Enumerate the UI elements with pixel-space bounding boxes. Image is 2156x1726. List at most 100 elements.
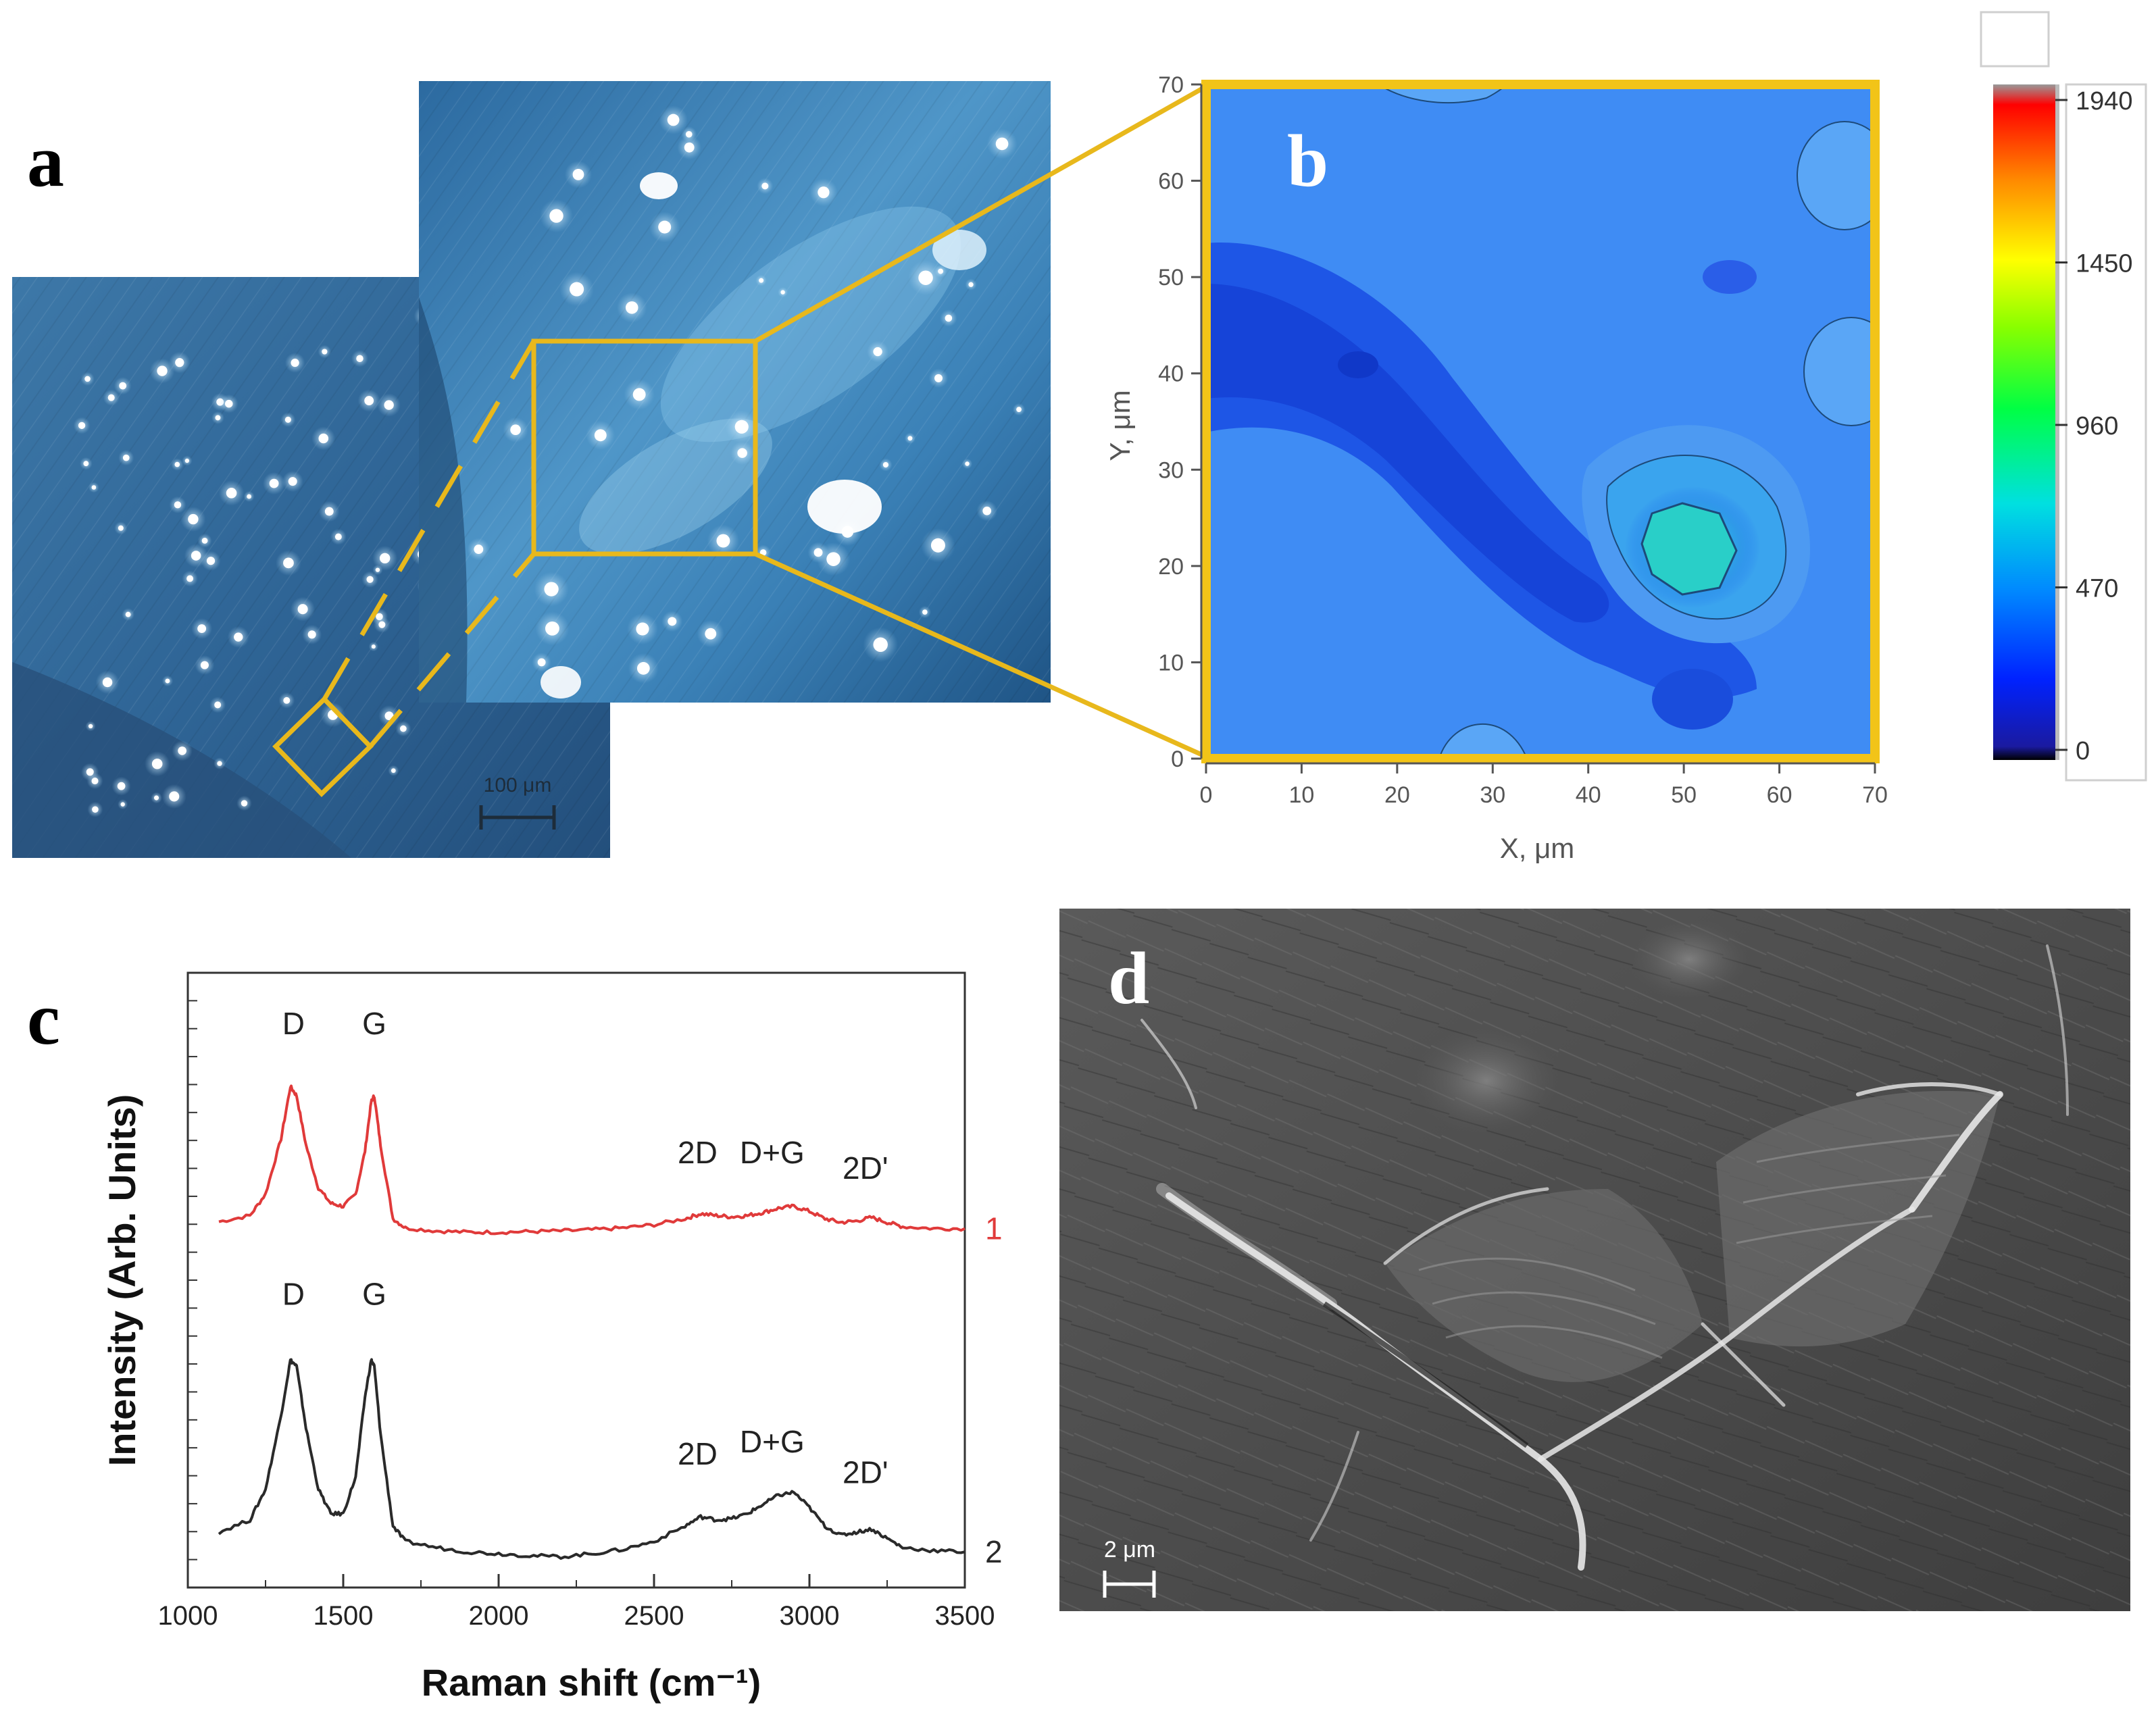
bright-spot (107, 394, 115, 401)
bright-spot (297, 604, 308, 615)
bright-spot (882, 461, 888, 468)
panel-a: 100 μm a (12, 81, 1207, 858)
bright-spot (188, 513, 199, 525)
x-tick-label: 2500 (624, 1601, 684, 1631)
bright-spot (269, 478, 279, 488)
y-tick-label: 60 (1158, 169, 1184, 195)
bright-spot (92, 806, 99, 813)
bright-spot (307, 630, 316, 639)
bright-spot (934, 374, 943, 382)
y-axis-title: Intensity (Arb. Units) (101, 1094, 143, 1467)
bright-cluster (807, 480, 882, 534)
bright-spot (324, 507, 334, 516)
x-tick-label: 30 (1480, 782, 1505, 808)
colorbar-ticks: 1940 1450 960 470 0 (2055, 87, 2133, 765)
panel-b: 0 10 20 30 40 50 60 70 0 10 20 30 40 50 60 70 X, μm Y, … (1104, 11, 2147, 864)
bright-spot (982, 506, 992, 515)
bright-spot (125, 611, 131, 617)
sem-image (1059, 909, 2130, 1611)
bright-spot (965, 461, 970, 466)
bright-spot (356, 355, 363, 362)
bright-spot (334, 533, 342, 540)
bright-spot (120, 802, 125, 807)
bright-spot (734, 420, 749, 434)
bright-spot (225, 399, 233, 408)
bright-spot (322, 349, 328, 355)
colorbar-tick-label: 0 (2076, 737, 2090, 765)
y-tick-label: 70 (1158, 72, 1184, 98)
bright-spot (705, 628, 717, 640)
bright-spot (88, 724, 93, 729)
colorbar-tick-label: 1450 (2076, 250, 2133, 278)
bright-spot (873, 347, 882, 357)
bright-spot (86, 768, 94, 776)
bright-spot (200, 661, 209, 669)
peak-label: D+G (740, 1135, 805, 1170)
bright-spot (510, 424, 521, 436)
bright-spot (375, 567, 380, 572)
bright-spot (636, 622, 649, 636)
bright-spot (632, 388, 646, 401)
colorbar-tick-label: 1940 (2076, 87, 2133, 116)
y-tick-label: 50 (1158, 265, 1184, 290)
peak-label: D+G (740, 1424, 805, 1459)
peak-label: D (282, 1006, 305, 1041)
peak-label: D (282, 1276, 305, 1311)
colorbar-legend-box (1980, 11, 2050, 68)
map-connector-top (754, 84, 1207, 344)
x-tick-label: 1500 (314, 1601, 374, 1631)
bright-spot (215, 415, 221, 421)
y-tick-label: 0 (1171, 746, 1184, 772)
panel-d-scale-bar: 2 μm (1103, 1537, 1156, 1598)
bright-spot (288, 477, 297, 486)
bright-spot (813, 548, 823, 557)
bright-spot (169, 791, 180, 802)
bright-spot (119, 382, 127, 390)
bright-spot (318, 433, 329, 444)
bright-spot (907, 436, 913, 441)
bright-spot (241, 800, 248, 807)
x-tick-label: 70 (1862, 782, 1888, 808)
panel-a-scale-bar: 100 μm (479, 774, 556, 830)
map-frame (1201, 80, 1880, 763)
bright-spot (995, 137, 1009, 151)
panel-a-scale-label: 100 μm (484, 774, 552, 796)
bright-spot (186, 575, 194, 582)
y-tick-label: 20 (1158, 554, 1184, 580)
bright-spot (201, 537, 208, 544)
x-axis-title: Raman shift (cm⁻¹) (422, 1661, 761, 1704)
colorbar-tick-label: 960 (2076, 412, 2118, 440)
colorbar-tick-label: 470 (2076, 575, 2118, 603)
bright-spot (217, 761, 222, 766)
bright-spot (968, 282, 974, 287)
x-tick-label: 60 (1767, 782, 1793, 808)
bright-spot (544, 582, 559, 597)
bright-spot (667, 113, 680, 126)
bright-spot (570, 282, 584, 297)
panel-b-axes (1200, 84, 1875, 765)
panel-label-b: b (1287, 120, 1328, 202)
bright-spot (826, 552, 841, 566)
colorbar-gradient (1993, 84, 2055, 760)
bright-spot (818, 186, 830, 199)
bright-spot (780, 290, 785, 295)
bright-spot (545, 621, 559, 636)
bright-spot (283, 557, 294, 569)
bright-spot (78, 422, 86, 430)
bright-spot (174, 461, 180, 467)
y-axis-minor-ticks (188, 1000, 197, 1560)
panel-b-ticks: 0 10 20 30 40 50 60 70 0 10 20 30 40 50 60 70 (1158, 72, 1888, 808)
x-tick-label: 3000 (780, 1601, 840, 1631)
bright-spot (122, 454, 130, 461)
bright-spot (636, 661, 650, 675)
bright-spot (379, 553, 391, 564)
panel-d: 2 μm d (1059, 909, 2130, 1611)
bright-spot (873, 637, 888, 653)
raman-intensity-map (1206, 84, 1875, 759)
panel-c: 1000 1500 2000 2500 3000 3500 12 D G2D D+G 2D'D G… (27, 971, 1003, 1704)
peak-label: 2D (678, 1135, 718, 1170)
zoom-roi-box (531, 338, 758, 557)
bright-spot (91, 485, 97, 490)
x-tick-label: 3500 (935, 1601, 995, 1631)
